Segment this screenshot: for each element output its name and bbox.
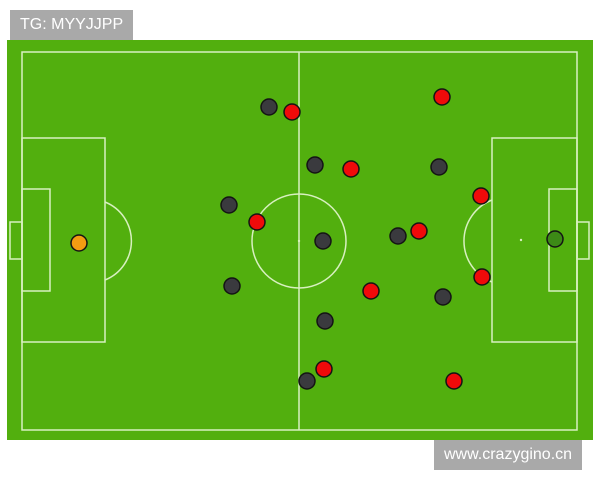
dark-team-player <box>389 227 407 245</box>
dark-team-player <box>430 158 448 176</box>
dark-team-player <box>314 232 332 250</box>
dark-team-player <box>220 196 238 214</box>
dark-team-player <box>306 156 324 174</box>
left-goal <box>9 221 23 260</box>
goalkeeper-left <box>70 234 88 252</box>
players <box>70 88 564 390</box>
dark-team-player <box>298 372 316 390</box>
red-team-player <box>445 372 463 390</box>
center-spot <box>297 239 301 243</box>
watermark-tg-label: TG: MYYJJPP <box>10 10 134 40</box>
red-team-player <box>410 222 428 240</box>
red-team-player <box>433 88 451 106</box>
red-team-player <box>283 103 301 121</box>
right-goal <box>576 221 590 260</box>
watermark-site-label: www.crazygino.cn <box>434 440 583 470</box>
red-team-player <box>315 360 333 378</box>
red-team-player <box>473 268 491 286</box>
center-circle <box>251 193 347 289</box>
dark-team-player <box>316 312 334 330</box>
dark-team-player <box>260 98 278 116</box>
dark-team-player <box>434 288 452 306</box>
goalkeeper-right <box>546 230 564 248</box>
left-penalty-arc <box>104 201 133 281</box>
red-team-player <box>362 282 380 300</box>
red-team-player <box>472 187 490 205</box>
dark-team-player <box>223 277 241 295</box>
red-team-player <box>342 160 360 178</box>
right-penalty-spot <box>519 238 523 242</box>
red-team-player <box>248 213 266 231</box>
